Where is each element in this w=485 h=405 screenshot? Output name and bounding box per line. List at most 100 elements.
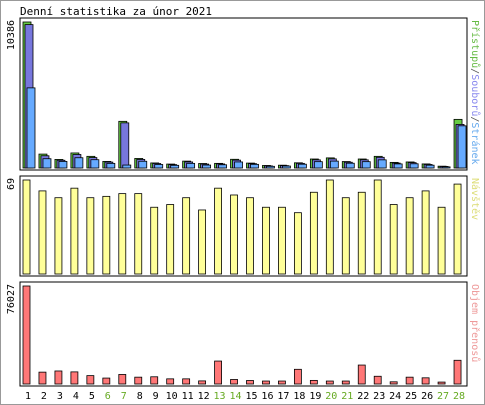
bar-kbytes-Objem přenosů-13 — [214, 360, 222, 385]
x-tick-label: 12 — [198, 391, 210, 402]
bar-hits-Stránek-24 — [393, 163, 403, 169]
bar-kbytes-Objem přenosů-8 — [134, 376, 143, 385]
chart-panels: 10386 Přístupů/Souborů/Stránek 69 Návštěv 76… — [6, 17, 481, 387]
bar-visits-Návštěv-14 — [230, 194, 238, 275]
bar-hits-Stránek-19 — [313, 161, 323, 169]
bar-visits-Návštěv-26 — [421, 190, 430, 275]
bar-visits-Návštěv-15 — [246, 197, 254, 275]
bar-kbytes-Objem přenosů-18 — [293, 368, 302, 385]
bar-visits-Návštěv-4 — [70, 187, 79, 275]
bar-hits-Stránek-6 — [106, 162, 116, 169]
x-tick-label: 1 — [25, 391, 31, 402]
panel-legend-hits: Přístupů/Souborů/Stránek — [469, 20, 481, 165]
x-tick-label: 18 — [293, 391, 305, 402]
bar-kbytes-Objem přenosů-20 — [325, 380, 334, 385]
bar-hits-Stránek-3 — [58, 160, 68, 169]
legend-entry: Souborů — [469, 74, 481, 116]
x-tick-label: 20 — [325, 391, 337, 402]
bar-kbytes-Objem přenosů-9 — [150, 376, 159, 385]
bar-hits-Stránek-4 — [74, 157, 84, 169]
bar-hits-Stránek-7 — [122, 164, 132, 169]
bar-hits-Stránek-28 — [457, 125, 467, 169]
x-tick-label: 16 — [261, 391, 273, 402]
bar-hits-Stránek-20 — [329, 160, 339, 169]
bar-visits-Návštěv-20 — [325, 179, 334, 275]
panel-max-label-hits: 10386 — [6, 20, 17, 50]
bar-visits-Návštěv-22 — [357, 191, 366, 275]
bar-kbytes-Objem přenosů-1 — [22, 285, 31, 385]
x-tick-label: 11 — [182, 391, 194, 402]
bar-hits-Stránek-13 — [218, 164, 227, 169]
chart-title: Denní statistika za únor 2021 — [20, 5, 212, 18]
bar-hits-Stránek-11 — [186, 162, 196, 169]
bar-visits-Návštěv-8 — [134, 193, 143, 275]
bar-kbytes-Objem přenosů-7 — [118, 374, 127, 385]
x-tick-label: 4 — [73, 391, 79, 402]
x-tick-label: 26 — [421, 391, 433, 402]
bar-kbytes-Objem přenosů-21 — [341, 380, 350, 385]
bar-visits-Návštěv-7 — [118, 193, 127, 275]
bar-kbytes-Objem přenosů-6 — [102, 377, 111, 385]
bar-kbytes-Objem přenosů-3 — [54, 370, 63, 385]
bar-hits-Stránek-25 — [409, 163, 419, 169]
bar-kbytes-Objem přenosů-16 — [262, 380, 270, 385]
bar-visits-Návštěv-24 — [389, 204, 398, 275]
bar-kbytes-Objem přenosů-14 — [230, 379, 238, 385]
x-tick-label: 8 — [137, 391, 143, 402]
x-tick-label: 22 — [357, 391, 369, 402]
bar-visits-Návštěv-5 — [86, 197, 95, 275]
panel-max-label-kbytes: 76027 — [6, 284, 17, 314]
bar-kbytes-Objem přenosů-4 — [70, 371, 79, 385]
bar-visits-Návštěv-28 — [453, 183, 462, 275]
bar-visits-Návštěv-13 — [214, 187, 222, 275]
x-tick-label: 3 — [57, 391, 63, 402]
bar-hits-Stránek-8 — [138, 160, 148, 169]
x-tick-label: 10 — [166, 391, 178, 402]
bar-kbytes-Objem přenosů-27 — [437, 381, 446, 385]
legend-entry: Stránek — [469, 122, 481, 164]
x-tick-label: 17 — [277, 391, 289, 402]
bar-hits-Stránek-14 — [234, 161, 243, 169]
x-tick-label: 15 — [245, 391, 257, 402]
bar-kbytes-Objem přenosů-24 — [389, 381, 398, 385]
x-tick-label: 7 — [121, 391, 127, 402]
bar-visits-Návštěv-25 — [405, 197, 414, 275]
bar-visits-Návštěv-17 — [278, 206, 286, 275]
bar-hits-Stránek-27 — [441, 166, 451, 169]
bar-kbytes-Objem přenosů-2 — [38, 371, 47, 385]
legend-entry: Návštěv — [469, 178, 481, 220]
panel-legend-visits: Návštěv — [469, 178, 481, 220]
bar-kbytes-Objem přenosů-10 — [166, 378, 175, 385]
bar-visits-Návštěv-2 — [38, 190, 47, 275]
x-tick-label: 6 — [105, 391, 111, 402]
bar-hits-Stránek-23 — [377, 159, 387, 169]
bar-kbytes-Objem přenosů-25 — [405, 376, 414, 385]
bar-visits-Návštěv-1 — [22, 179, 31, 275]
x-tick-label: 5 — [89, 391, 95, 402]
bar-kbytes-Objem přenosů-15 — [246, 380, 254, 385]
bar-visits-Návštěv-6 — [102, 195, 111, 275]
legend-entry: / — [469, 116, 480, 122]
bar-kbytes-Objem přenosů-26 — [421, 377, 430, 385]
bar-hits-Stránek-26 — [425, 164, 435, 169]
bar-hits-Stránek-9 — [154, 164, 164, 169]
bar-visits-Návštěv-21 — [341, 197, 350, 275]
bar-visits-Návštěv-9 — [150, 206, 159, 275]
bar-hits-Stránek-12 — [202, 164, 212, 169]
bar-hits-Stránek-15 — [250, 163, 259, 169]
panel-max-label-visits: 69 — [6, 178, 17, 190]
x-tick-label: 13 — [214, 391, 226, 402]
bar-hits-Stránek-18 — [297, 163, 307, 169]
bar-visits-Návštěv-10 — [166, 204, 175, 275]
bar-kbytes-Objem přenosů-12 — [198, 380, 207, 385]
x-tick-label: 23 — [373, 391, 385, 402]
x-tick-label: 14 — [229, 391, 241, 402]
bar-hits-Stránek-1 — [26, 87, 36, 169]
bar-kbytes-Objem přenosů-22 — [357, 364, 366, 385]
x-tick-label: 28 — [453, 391, 465, 402]
bar-visits-Návštěv-18 — [293, 212, 302, 275]
bar-visits-Návštěv-16 — [262, 206, 270, 275]
bar-visits-Návštěv-23 — [373, 179, 382, 275]
